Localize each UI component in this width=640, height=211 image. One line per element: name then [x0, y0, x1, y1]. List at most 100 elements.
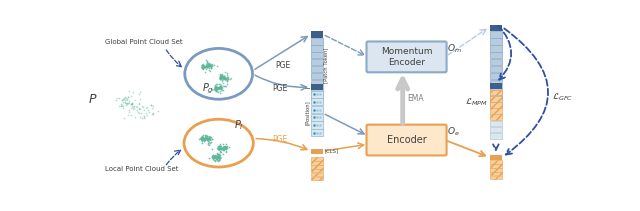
Point — [215, 146, 225, 150]
Point — [203, 64, 213, 68]
Point — [124, 108, 134, 112]
Point — [216, 77, 226, 81]
Point — [211, 158, 221, 162]
Point — [134, 101, 145, 104]
Point — [217, 79, 227, 83]
Point — [214, 156, 224, 159]
Point — [215, 146, 225, 150]
Point — [204, 138, 214, 141]
Point — [225, 77, 236, 80]
Point — [212, 90, 223, 93]
Point — [216, 76, 227, 79]
Point — [198, 65, 209, 68]
Point — [218, 75, 228, 78]
Point — [218, 76, 228, 79]
Point — [197, 63, 207, 66]
Point — [212, 86, 222, 90]
Point — [205, 64, 216, 68]
Point — [223, 75, 233, 79]
Bar — [490, 164, 502, 168]
Point — [207, 155, 218, 158]
Point — [216, 151, 227, 154]
Point — [220, 78, 230, 81]
Bar — [490, 101, 502, 107]
Point — [211, 155, 221, 158]
Point — [204, 137, 214, 141]
Point — [197, 65, 207, 69]
Point — [202, 61, 212, 64]
Point — [214, 86, 225, 89]
Point — [208, 154, 218, 158]
Point — [198, 64, 208, 68]
Point — [222, 77, 232, 80]
Point — [214, 146, 225, 150]
Point — [204, 141, 214, 144]
Point — [215, 78, 225, 81]
Point — [212, 86, 223, 89]
Point — [214, 147, 224, 150]
Point — [196, 136, 206, 139]
Point — [200, 70, 210, 74]
Point — [197, 65, 207, 68]
Point — [221, 85, 231, 88]
Bar — [490, 87, 502, 93]
Point — [199, 64, 209, 68]
Point — [214, 145, 224, 148]
Point — [206, 63, 216, 67]
Point — [215, 86, 225, 89]
Point — [199, 138, 209, 141]
Point — [204, 137, 214, 140]
Point — [198, 65, 209, 69]
Point — [201, 136, 211, 139]
Text: Local Point Cloud Set: Local Point Cloud Set — [105, 166, 178, 172]
Point — [218, 146, 228, 150]
Point — [201, 64, 211, 68]
Point — [196, 138, 206, 141]
Point — [220, 77, 230, 80]
Point — [208, 157, 218, 160]
Point — [217, 146, 227, 149]
Point — [220, 146, 230, 149]
Point — [211, 155, 221, 159]
Point — [211, 155, 221, 158]
Point — [214, 85, 225, 89]
Point — [203, 140, 213, 143]
FancyArrowPatch shape — [498, 25, 511, 80]
Point — [213, 155, 223, 159]
Point — [198, 66, 208, 70]
Point — [214, 147, 224, 150]
Text: Global Point Cloud Set: Global Point Cloud Set — [105, 39, 182, 45]
Point — [204, 136, 214, 139]
Point — [215, 76, 225, 79]
Point — [122, 101, 132, 104]
Point — [308, 131, 319, 134]
Point — [214, 146, 225, 150]
Point — [218, 75, 228, 79]
Point — [207, 155, 218, 159]
Point — [136, 111, 147, 115]
Bar — [311, 114, 323, 121]
Point — [127, 103, 138, 106]
Point — [135, 107, 145, 111]
Point — [219, 75, 229, 79]
Point — [221, 149, 232, 153]
Point — [204, 64, 214, 67]
Point — [214, 86, 224, 89]
Point — [119, 97, 129, 101]
Point — [134, 90, 145, 93]
Point — [198, 65, 209, 69]
Text: PGE: PGE — [273, 84, 288, 93]
Point — [212, 86, 222, 90]
Point — [215, 146, 225, 150]
Bar — [490, 155, 502, 160]
Point — [215, 85, 225, 89]
Point — [220, 146, 230, 150]
Point — [220, 74, 230, 77]
Point — [215, 156, 225, 159]
Point — [220, 76, 230, 79]
Point — [196, 138, 206, 141]
Point — [212, 155, 223, 158]
Point — [204, 137, 214, 141]
Point — [196, 64, 207, 68]
Point — [200, 137, 211, 140]
